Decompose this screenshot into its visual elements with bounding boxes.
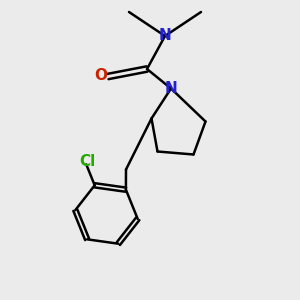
Text: N: N — [159, 28, 171, 44]
Text: O: O — [94, 68, 107, 82]
Text: Cl: Cl — [80, 154, 96, 169]
Text: N: N — [165, 81, 177, 96]
